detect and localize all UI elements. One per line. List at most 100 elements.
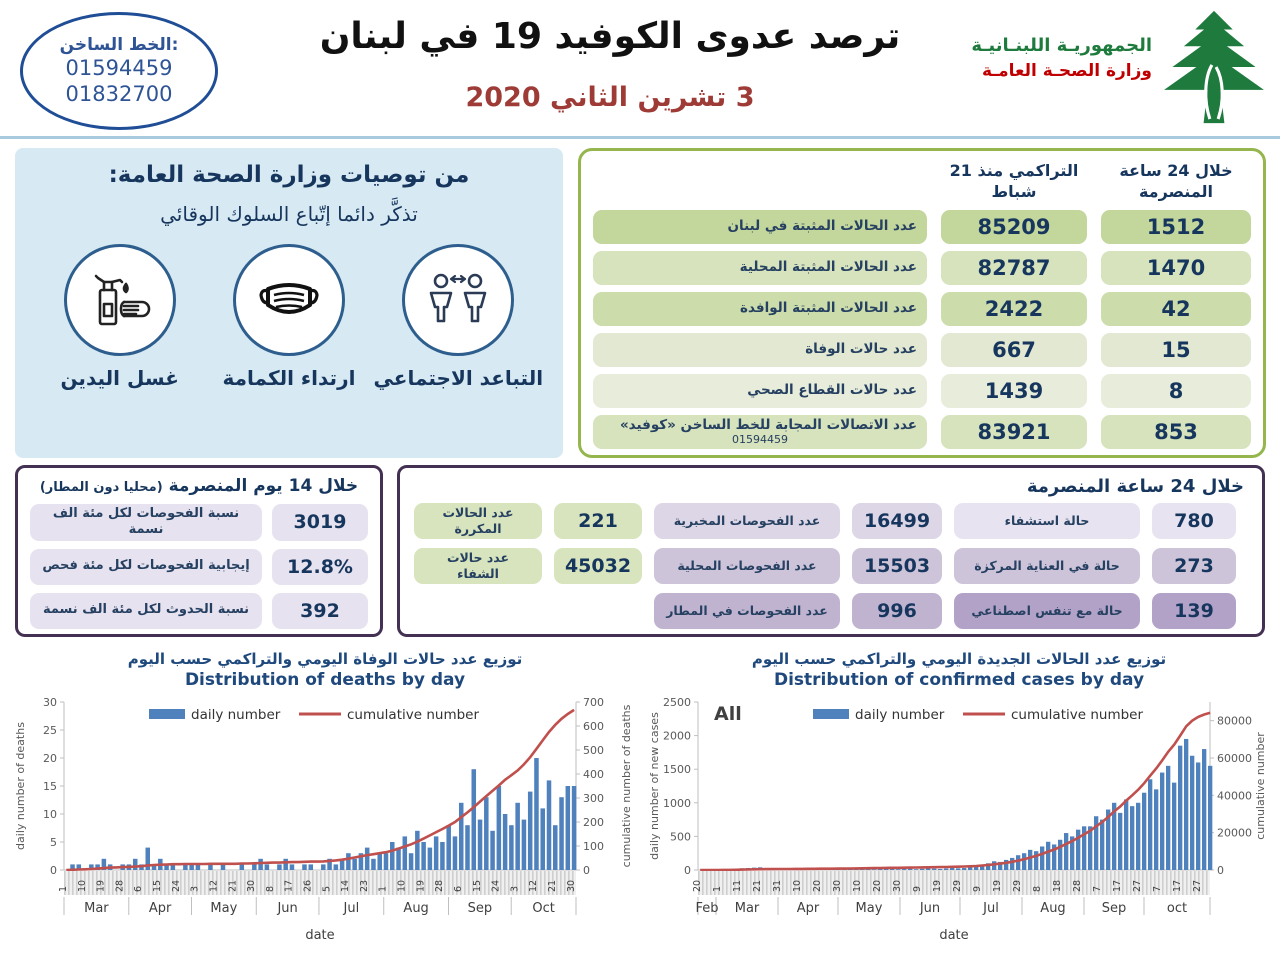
svg-text:200: 200 <box>583 816 604 829</box>
svg-text:12: 12 <box>528 880 539 892</box>
table-row-label: عدد حالات الوفاة <box>593 332 927 367</box>
svg-text:18: 18 <box>1052 880 1063 892</box>
ministry-line1: الجمهوريـة اللبنـانيـة <box>971 35 1152 56</box>
cases-chart-title-ar: توزيع عدد الحالات الجديدة اليومي والتراك… <box>751 650 1167 668</box>
fourteen-day-box: خلال 14 يوم المنصرمة (محليا دون المطار) … <box>15 465 383 637</box>
svg-text:1: 1 <box>712 886 723 892</box>
svg-text:daily number of deaths: daily number of deaths <box>14 722 27 850</box>
cases-value-pill: 139 <box>1152 593 1236 629</box>
svg-text:20: 20 <box>43 752 57 765</box>
svg-text:28: 28 <box>1072 880 1083 892</box>
svg-text:12: 12 <box>208 880 219 892</box>
svg-text:5: 5 <box>50 836 57 849</box>
svg-text:0: 0 <box>583 864 590 877</box>
recovered-label-pill: عدد الحالات المكررة <box>414 503 542 539</box>
svg-text:19: 19 <box>992 880 1003 892</box>
svg-text:Mar: Mar <box>84 901 109 916</box>
cases-value-pill: 780 <box>1152 503 1236 539</box>
tests-label-pill: عدد الفحوصات في المطار <box>654 593 840 629</box>
fourteen-day-row: إيجابية الفحوصات لكل مئة فحص 12.8% <box>30 548 368 585</box>
recommendation-handwash: غسل اليدين <box>40 244 200 390</box>
svg-text:cumulative number: cumulative number <box>347 707 479 723</box>
svg-text:60000: 60000 <box>1217 752 1252 765</box>
recommendations-title: من توصيات وزارة الصحة العامة: <box>108 162 470 188</box>
hotline-number-1: 01594459 <box>65 55 173 80</box>
tests-value-pill: 16499 <box>852 503 942 539</box>
fourteen-day-title-text: خلال 14 يوم المنصرمة <box>168 476 359 496</box>
svg-text:daily number: daily number <box>191 707 281 723</box>
svg-text:19: 19 <box>415 880 426 892</box>
report-date: 3 تشرين الثاني 2020 <box>465 82 755 113</box>
svg-text:0: 0 <box>1217 864 1224 877</box>
svg-text:100: 100 <box>583 840 604 853</box>
svg-text:oct: oct <box>1167 901 1187 916</box>
svg-text:27: 27 <box>1192 880 1203 892</box>
svg-text:21: 21 <box>752 880 763 892</box>
svg-text:300: 300 <box>583 792 604 805</box>
column-header-cumulative: التراكمي منذ 21 شباط <box>949 161 1079 201</box>
page-title: ترصد عدوى الكوفيد 19 في لبنان <box>319 16 901 57</box>
svg-text:cumulative number of deaths: cumulative number of deaths <box>620 704 633 867</box>
svg-text:7: 7 <box>1152 886 1163 892</box>
svg-text:28: 28 <box>114 880 125 892</box>
table-row-24h-value: 15 <box>1101 332 1251 367</box>
svg-text:11: 11 <box>732 880 743 892</box>
svg-text:Jul: Jul <box>982 901 999 916</box>
deaths-chart: 0510152025300100200300400500600700daily … <box>14 696 633 943</box>
svg-text:6: 6 <box>133 886 144 892</box>
svg-text:10: 10 <box>77 880 88 892</box>
recovered-value-pill: 45032 <box>554 548 642 584</box>
hand-washing-icon <box>63 244 176 356</box>
summary-table-box: التراكمي منذ 21 شباط خلال 24 ساعة المنصر… <box>578 148 1266 458</box>
table-row-cumulative-value: 667 <box>941 332 1087 367</box>
svg-text:80000: 80000 <box>1217 715 1252 728</box>
stat-label-pill: نسبة الحدوث لكل مئة الف نسمة <box>30 592 262 629</box>
recovered-value-pill: 221 <box>554 503 642 539</box>
svg-text:700: 700 <box>583 696 604 709</box>
deaths-chart-title-en: Distribution of deaths by day <box>184 670 466 690</box>
svg-text:cumulative number: cumulative number <box>1011 707 1143 723</box>
svg-text:Sep: Sep <box>1102 901 1127 916</box>
svg-text:Mar: Mar <box>735 901 760 916</box>
svg-text:Aug: Aug <box>1040 901 1065 916</box>
svg-text:20: 20 <box>872 880 883 892</box>
recommendations-box: من توصيات وزارة الصحة العامة: تذكَّر دائ… <box>15 148 563 458</box>
svg-text:40000: 40000 <box>1217 789 1252 802</box>
summary-table: التراكمي منذ 21 شباط خلال 24 ساعة المنصر… <box>593 157 1251 203</box>
svg-text:2500: 2500 <box>663 696 691 709</box>
svg-text:15: 15 <box>43 780 57 793</box>
svg-text:10: 10 <box>852 880 863 892</box>
svg-text:Jun: Jun <box>919 901 940 916</box>
svg-text:20: 20 <box>692 880 703 892</box>
svg-text:19: 19 <box>932 880 943 892</box>
stat-label-pill: إيجابية الفحوصات لكل مئة فحص <box>30 548 262 585</box>
recommendation-distancing: التباعد الاجتماعي <box>374 244 543 390</box>
column-header-24h: خلال 24 ساعة المنصرمة <box>1119 161 1233 201</box>
svg-text:1000: 1000 <box>663 797 691 810</box>
svg-text:All: All <box>714 703 742 725</box>
svg-text:15: 15 <box>472 880 483 892</box>
last24-grid: عدد الحالات المكررة 221 عدد الفحوصات المخب… <box>414 503 1248 629</box>
table-row-24h-value: 1512 <box>1101 209 1251 244</box>
svg-text:daily number of new cases: daily number of new cases <box>648 712 661 860</box>
table-row-label: عدد حالات القطاع الصحي <box>593 373 927 408</box>
header-divider <box>0 136 1280 139</box>
svg-text:cumulative number: cumulative number <box>1254 732 1267 840</box>
svg-text:30: 30 <box>246 880 257 892</box>
svg-text:Apr: Apr <box>797 901 820 916</box>
table-row-cumulative-value: 2422 <box>941 291 1087 326</box>
tests-value-pill: 996 <box>852 593 942 629</box>
social-distancing-icon <box>402 244 515 356</box>
tests-value-pill: 15503 <box>852 548 942 584</box>
svg-text:20: 20 <box>812 880 823 892</box>
svg-text:7: 7 <box>1092 886 1103 892</box>
table-row-24h-value: 42 <box>1101 291 1251 326</box>
cases-chart-block: توزيع عدد الحالات الجديدة اليومي والتراك… <box>646 650 1272 946</box>
svg-text:20000: 20000 <box>1217 827 1252 840</box>
table-row-cumulative-value: 83921 <box>941 414 1087 450</box>
recovered-label-pill: عدد حالات الشفاء <box>414 548 542 584</box>
svg-text:17: 17 <box>1172 880 1183 892</box>
svg-text:15: 15 <box>152 880 163 892</box>
cedar-tree-logo-icon <box>1164 10 1264 124</box>
table-row-label: عدد الحالات المثبتة المحلية <box>593 250 927 285</box>
